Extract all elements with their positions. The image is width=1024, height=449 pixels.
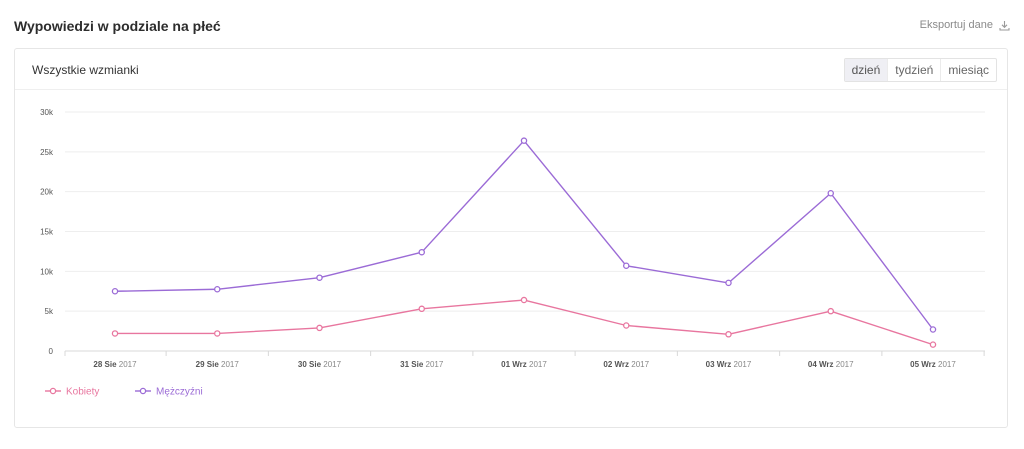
data-point-mezczyzni <box>929 326 937 333</box>
x-tick-year: 2017 <box>834 360 855 369</box>
x-tick-label: 04 Wrz 2017 <box>808 360 854 369</box>
x-tick-label: 30 Sie 2017 <box>298 360 342 369</box>
y-tick-label: 25k <box>40 148 54 157</box>
x-tick-year: 2017 <box>219 360 240 369</box>
x-tick-label: 28 Sie 2017 <box>93 360 137 369</box>
legend-item-label: Mężczyźni <box>156 387 203 398</box>
x-tick-year: 2017 <box>731 360 752 369</box>
x-tick-year: 2017 <box>117 360 138 369</box>
legend-swatch-marker <box>139 387 147 395</box>
y-tick-label: 0 <box>49 347 54 356</box>
legend-swatch-marker <box>49 387 57 395</box>
x-tick-day: 05 Wrz <box>910 360 936 369</box>
series-line-kobiety <box>115 299 934 346</box>
data-point-kobiety <box>520 296 528 304</box>
data-point-kobiety <box>929 341 937 348</box>
granularity-switch: dzień tydzień miesiąc <box>843 58 997 82</box>
x-tick-label: 02 Wrz 2017 <box>603 360 649 369</box>
y-tick-label: 5k <box>45 307 54 316</box>
card-title: Wszystkie wzmianki <box>32 63 139 77</box>
x-tick-year: 2017 <box>423 360 444 369</box>
x-tick-label: 31 Sie 2017 <box>400 360 444 369</box>
data-point-kobiety <box>725 331 732 338</box>
data-point-kobiety <box>623 322 630 329</box>
section-title: Wypowiedzi w podziale na płeć <box>14 18 221 34</box>
data-point-mezczyzni <box>316 274 323 281</box>
data-point-mezczyzni <box>418 248 425 256</box>
x-tick-year: 2017 <box>527 360 548 369</box>
x-tick-label: 03 Wrz 2017 <box>706 360 752 369</box>
x-tick-day: 30 Sie <box>298 360 322 369</box>
data-point-mezczyzni <box>111 287 119 295</box>
x-tick-day: 03 Wrz <box>706 360 732 369</box>
data-point-mezczyzni <box>725 279 732 287</box>
export-data-label: Eksportuj dane <box>919 19 993 31</box>
x-tick-day: 02 Wrz <box>603 360 629 369</box>
section-header: Wypowiedzi w podziale na płeć Eksportuj … <box>14 14 1010 40</box>
data-point-kobiety <box>316 324 323 332</box>
x-tick-year: 2017 <box>936 360 957 369</box>
x-tick-year: 2017 <box>629 360 650 369</box>
granularity-option-week[interactable]: tydzień <box>887 59 940 81</box>
data-point-kobiety <box>827 307 835 315</box>
x-tick-label: 01 Wrz 2017 <box>501 360 547 369</box>
x-tick-day: 31 Sie <box>400 360 424 369</box>
x-tick-label: 29 Sie 2017 <box>196 360 240 369</box>
legend-item-label: Kobiety <box>66 387 99 398</box>
y-tick-label: 30k <box>40 108 54 117</box>
x-tick-day: 04 Wrz <box>808 360 834 369</box>
y-tick-label: 10k <box>40 267 54 276</box>
download-icon <box>999 20 1010 31</box>
y-tick-label: 20k <box>40 188 54 197</box>
data-point-mezczyzni <box>827 190 835 197</box>
granularity-option-day[interactable]: dzień <box>844 59 888 81</box>
x-tick-day: 29 Sie <box>196 360 220 369</box>
chart-card: Wszystkie wzmianki dzień tydzień miesiąc… <box>14 48 1008 428</box>
x-tick-day: 28 Sie <box>93 360 117 369</box>
data-point-mezczyzni <box>520 137 528 144</box>
x-tick-label: 05 Wrz 2017 <box>910 360 956 369</box>
data-point-kobiety <box>111 330 119 337</box>
x-tick-day: 01 Wrz <box>501 360 527 369</box>
x-tick-year: 2017 <box>321 360 342 369</box>
card-header: Wszystkie wzmianki dzień tydzień miesiąc <box>15 49 1007 90</box>
data-point-kobiety <box>418 305 425 313</box>
granularity-option-month[interactable]: miesiąc <box>940 59 996 81</box>
data-point-mezczyzni <box>213 286 221 293</box>
export-data-button[interactable]: Eksportuj dane <box>920 19 1010 31</box>
y-tick-label: 15k <box>40 228 54 237</box>
data-point-kobiety <box>213 330 221 337</box>
data-point-mezczyzni <box>623 262 630 270</box>
